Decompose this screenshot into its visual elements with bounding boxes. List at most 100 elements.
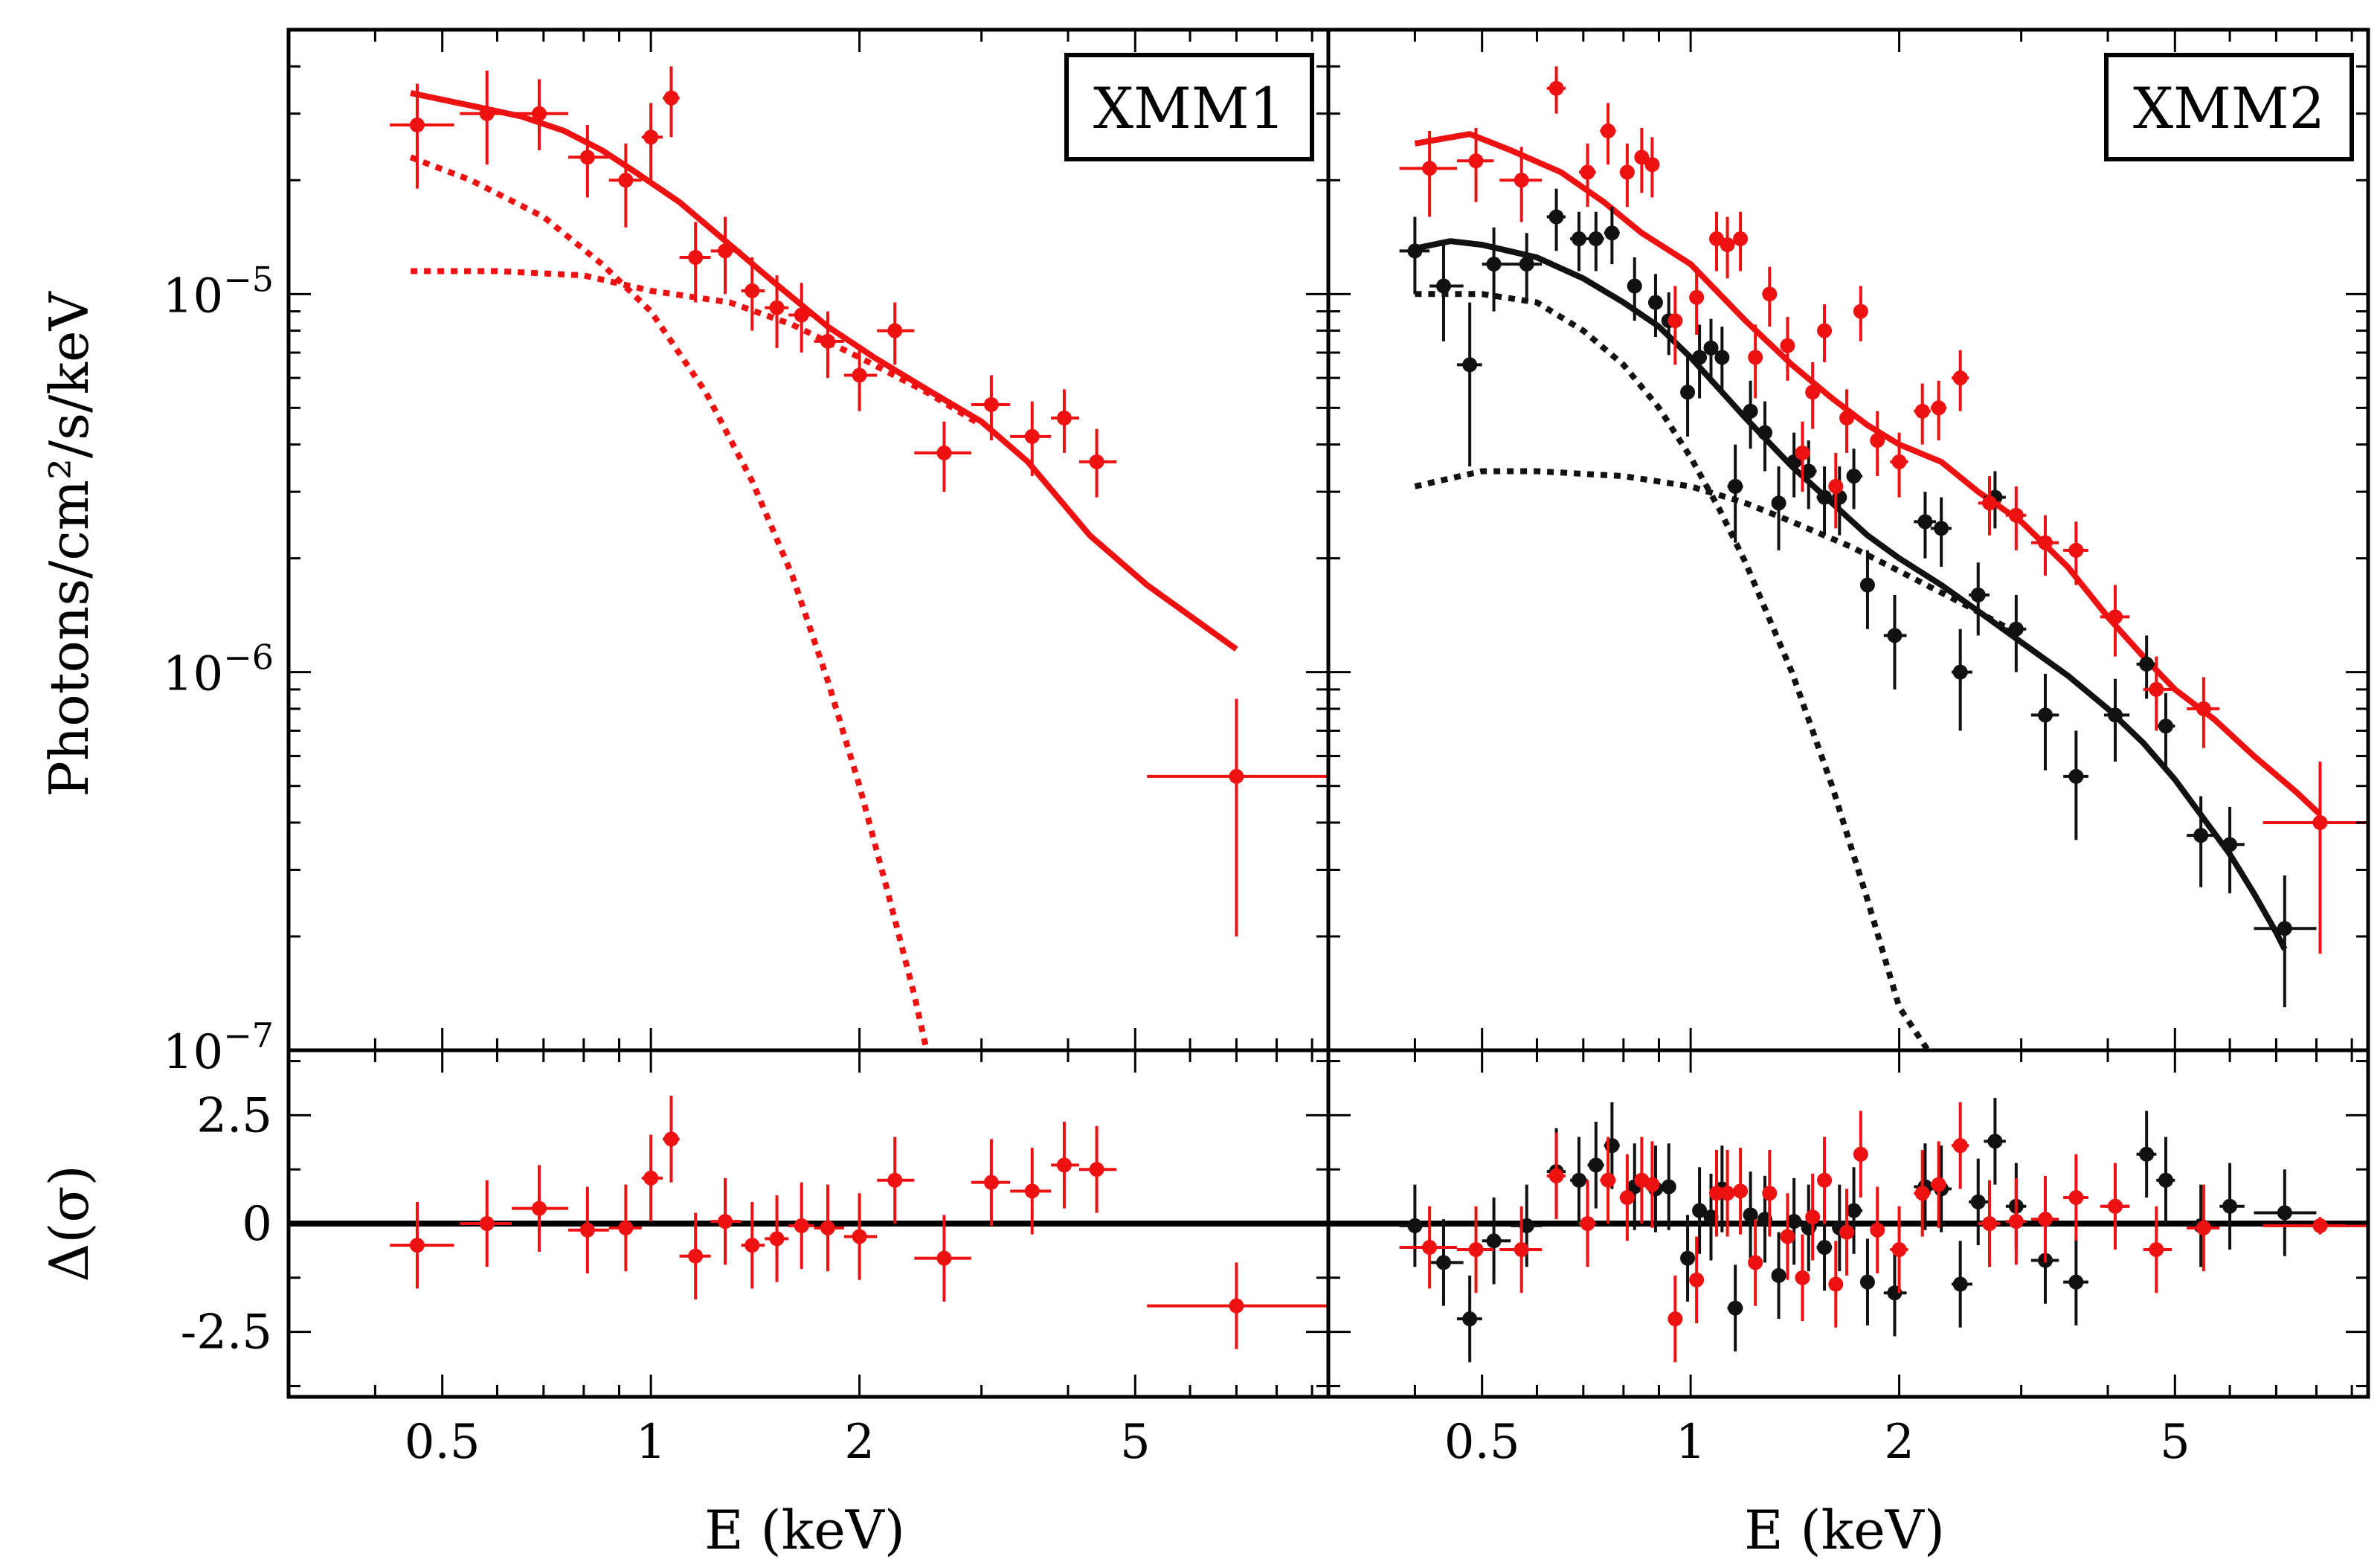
panel2-red-residual-20-marker xyxy=(1817,1172,1833,1188)
panel2-black-residual-30-marker xyxy=(1952,1276,1968,1292)
panel1-red-residual-7-marker xyxy=(663,1131,679,1147)
panel2-red-point-35 xyxy=(2187,677,2220,748)
xmm2-residual-panel: 0.5 1 2 5 xyxy=(1326,30,2370,1470)
panel2-black-point-37-marker xyxy=(2139,656,2155,672)
panel2-red-residual-31 xyxy=(2030,1175,2059,1263)
panel1-red-residual-9 xyxy=(710,1177,742,1265)
panel2-red-residual-19 xyxy=(1805,1174,1821,1261)
panel2-black-point-1 xyxy=(1399,216,1430,295)
panel2-red-point-20 xyxy=(1817,303,1833,363)
panel2-red-point-33-marker xyxy=(2108,609,2123,625)
panel2-red-point-36-marker xyxy=(2312,814,2328,830)
panel1-red-point-14 xyxy=(843,345,878,411)
panel2-red-residual-14 xyxy=(1733,1148,1749,1235)
panel2-black-residual-41 xyxy=(2254,1169,2317,1256)
panel2-black-residual-12-marker xyxy=(1661,1179,1676,1195)
panel2-red-point-6-marker xyxy=(1601,123,1616,139)
panel2-black-point-26 xyxy=(1859,550,1875,629)
panel2-black-residual-8 xyxy=(1587,1122,1604,1209)
panel2-red-point-14 xyxy=(1733,211,1749,271)
panel1-red-residual-14-marker xyxy=(852,1229,867,1244)
panel1-red-residual-21 xyxy=(1147,1262,1328,1349)
panel2-red-residual-23 xyxy=(1853,1111,1868,1198)
panel2-black-point-16 xyxy=(1714,327,1730,396)
panel1-red-residual-11-marker xyxy=(769,1231,785,1247)
panel1-red-residual-12 xyxy=(788,1182,814,1270)
panel2-black-residual-7-marker xyxy=(1571,1172,1586,1188)
panel1-red-point-7 xyxy=(662,66,680,138)
residual-y-axis-title: Δ(σ) xyxy=(38,1165,100,1282)
panel2-red-point-3-marker xyxy=(1514,173,1529,188)
panel2-red-point-16-marker xyxy=(1762,286,1778,302)
panel1-red-point-20 xyxy=(1078,428,1117,498)
panel2-black-point-28 xyxy=(1914,492,1937,559)
panel2-red-residual-36 xyxy=(2262,1217,2368,1235)
panel2-black-point-33-marker xyxy=(2008,621,2024,637)
panel2-black-point-15-marker xyxy=(1703,340,1719,356)
panel1-red-residual-3 xyxy=(512,1165,569,1252)
panel2-black-point-34-marker xyxy=(2038,707,2053,723)
panel1-residual-plot-area xyxy=(289,1096,1328,1349)
panel2-x-tick-label-4: 5 xyxy=(2160,1415,2190,1470)
x-axis-title-left: E (keV) xyxy=(704,1499,905,1561)
spectrum-y-tick-label-base: 10 xyxy=(163,1025,223,1080)
panel2-red-point-24 xyxy=(1870,411,1885,477)
panel1-x-tick-label-3: 2 xyxy=(844,1415,875,1470)
panel2-black-point-27 xyxy=(1883,594,1907,690)
panel2-red-residual-10 xyxy=(1667,1275,1683,1363)
panel2-black-point-22-marker xyxy=(1801,463,1816,479)
panel2-red-residual-25 xyxy=(1890,1206,1908,1293)
panel2-red-point-1-marker xyxy=(1422,161,1438,176)
panel2-red-point-23-marker xyxy=(1853,303,1868,319)
panel2-black-point-17-marker xyxy=(1728,478,1743,494)
panel1-spectrum-plot-area xyxy=(390,66,1328,1050)
panel2-red-point-21-marker xyxy=(1828,478,1844,494)
panel2-red-point-9 xyxy=(1644,137,1660,198)
panel2-red-point-36 xyxy=(2262,761,2368,954)
panel2-red-point-8 xyxy=(1634,127,1650,193)
panel1-model-line-1 xyxy=(410,90,1238,652)
panel2-red-residual-9-marker xyxy=(1644,1177,1660,1192)
panel1-red-point-17-marker xyxy=(983,396,999,412)
panel2-red-residual-27 xyxy=(1930,1141,1947,1228)
panel2-black-point-27-marker xyxy=(1887,628,1903,643)
panel2-red-point-2-marker xyxy=(1468,153,1484,169)
panel2-red-point-33 xyxy=(2100,585,2130,657)
panel2-black-residual-41-marker xyxy=(2277,1205,2292,1221)
panel1-red-residual-4-marker xyxy=(579,1222,595,1238)
panel2-red-point-18 xyxy=(1795,421,1810,492)
panel1-red-point-20-marker xyxy=(1089,454,1104,469)
panel2-red-residual-26 xyxy=(1914,1149,1931,1237)
spectrum-y-tick-label-base: 10 xyxy=(163,269,223,324)
panel2-red-residual-11 xyxy=(1689,1236,1705,1323)
panel1-red-residual-20 xyxy=(1078,1125,1117,1213)
xmm2-panel-label: XMM2 xyxy=(2133,75,2325,141)
panel2-black-residual-2-marker xyxy=(1435,1255,1451,1270)
panel2-black-residual-38-marker xyxy=(2158,1172,2173,1188)
panel2-red-point-6 xyxy=(1600,103,1616,165)
panel2-red-point-3 xyxy=(1499,147,1543,222)
panel2-red-residual-34-marker xyxy=(2149,1241,2164,1257)
panel2-black-point-11-marker xyxy=(1647,295,1663,310)
panel1-red-point-1-marker xyxy=(409,118,425,133)
panel1-red-residual-4 xyxy=(568,1186,609,1273)
panel2-red-residual-1 xyxy=(1399,1206,1457,1289)
panel2-black-point-30 xyxy=(1951,629,1972,731)
panel2-black-point-29 xyxy=(1930,497,1952,567)
panel1-red-point-2 xyxy=(460,70,512,165)
panel2-black-point-6-marker xyxy=(1548,209,1564,225)
panel2-black-residual-26 xyxy=(1859,1238,1875,1325)
panel2-black-residual-23-marker xyxy=(1817,1240,1833,1256)
spectrum-y-tick-label-base: 10 xyxy=(163,647,223,702)
panel2-red-residual-34 xyxy=(2143,1206,2172,1293)
spectrum-y-tick-label-exponent: −7 xyxy=(223,1015,274,1055)
panel2-red-residual-28-marker xyxy=(1952,1138,1968,1154)
panel1-red-residual-1 xyxy=(390,1201,454,1289)
panel2-red-residual-28 xyxy=(1951,1102,1969,1189)
panel2-black-point-13 xyxy=(1680,357,1696,437)
panel2-red-point-7 xyxy=(1619,144,1635,208)
panel2-black-point-4 xyxy=(1482,227,1511,312)
panel2-red-residual-23-marker xyxy=(1853,1146,1868,1162)
panel2-black-point-5-marker xyxy=(1519,257,1534,272)
panel2-black-point-19 xyxy=(1757,401,1773,472)
